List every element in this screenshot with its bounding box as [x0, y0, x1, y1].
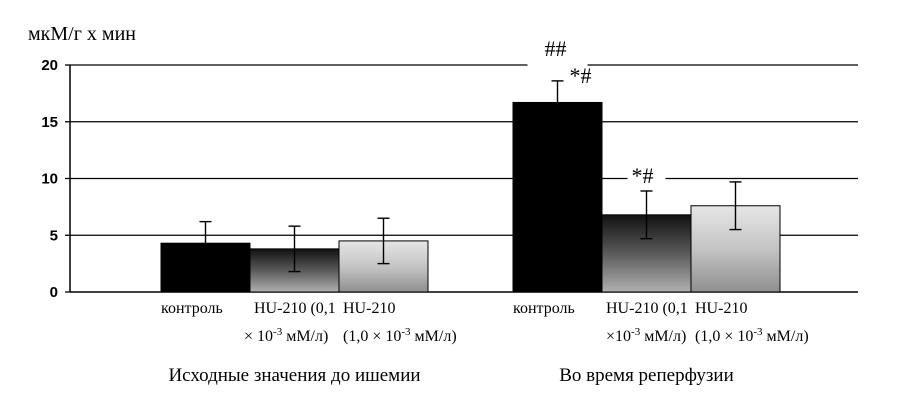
significance-annotation: *#: [632, 163, 654, 188]
bar-label: HU-210: [695, 300, 747, 317]
bar-label-line2: × 10-3 мМ/л): [244, 326, 328, 345]
group-label: Во время реперфузии: [559, 365, 734, 386]
category-labels: контроль HU-210 (0,1 × 10-3 мМ/л) HU-210 (1,…: [161, 300, 809, 386]
bar-label-line2: ×10-3 мМ/л): [606, 326, 686, 345]
y-tick-label: 5: [50, 227, 58, 244]
bar-label-line2: (1,0 × 10-3 мМ/л): [343, 326, 457, 345]
y-tick-label: 10: [41, 171, 58, 188]
group-label: Исходные значения до ишемии: [168, 365, 420, 386]
y-axis-label: мкМ/г x мин: [28, 23, 136, 45]
bars: *#*###: [160, 36, 781, 293]
significance-annotation: *#: [570, 63, 592, 88]
bar-label: контроль: [513, 300, 575, 317]
bar-label-line2: (1,0 × 10-3 мМ/л): [695, 326, 809, 345]
bar-label: контроль: [161, 300, 223, 317]
y-tick-label: 0: [50, 284, 58, 301]
bracket-gap: [527, 57, 588, 67]
bar-label: HU-210: [343, 300, 395, 317]
y-tick-label: 15: [41, 114, 58, 131]
annotation-bg: [627, 164, 666, 187]
bar-label: HU-210 (0,1: [254, 300, 336, 317]
bracket-annotation: ##: [545, 36, 567, 61]
y-tick-label: 20: [41, 57, 58, 74]
bar: [512, 101, 603, 293]
bar-label: HU-210 (0,1: [606, 300, 688, 317]
